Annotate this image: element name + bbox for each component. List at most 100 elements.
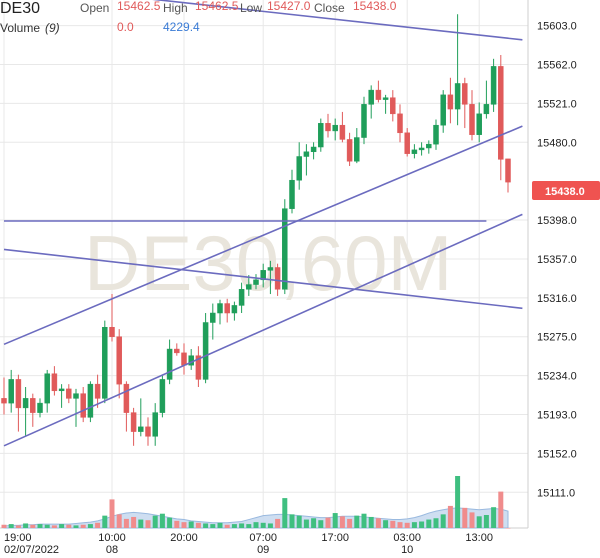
candle-body [152,412,158,437]
volume-bar [95,522,101,528]
candle-body [339,124,346,140]
price-tick-label[interactable]: 15193.0 [537,410,577,422]
candle-body [238,289,245,306]
candle-body [231,305,238,314]
candle-body [390,97,396,115]
time-tick-label[interactable]: 19:00 [4,532,32,544]
low-value: 15427.0 [267,0,311,13]
volume-bar [23,523,29,528]
volume-bar [404,522,410,528]
candle-body [22,398,29,409]
candle-body [375,89,382,100]
candle-body [440,94,446,126]
volume-bar [354,515,360,528]
volume-bar [375,518,381,528]
volume-label: Volume [0,21,40,35]
candle-body [202,322,209,380]
candle-body [30,398,36,413]
volume-bar [30,524,36,528]
price-tick-label[interactable]: 15398.0 [537,215,577,227]
price-tick-label[interactable]: 15316.0 [537,293,577,305]
volume-ma-area [3,507,509,529]
date-tick-label[interactable]: 08 [106,544,118,556]
candle-body [325,123,331,132]
volume-bar [195,522,201,528]
candle-body [166,348,173,380]
price-tick-label[interactable]: 15521.0 [537,98,577,110]
volume-bar [483,515,489,528]
candle-body [8,379,14,404]
candle-body [210,312,216,323]
price-tick-label[interactable]: 15111.0 [537,487,575,499]
high-value: 15462.5 [195,0,239,13]
price-tick-label[interactable]: 15480.0 [537,137,577,149]
volume-bar [73,525,79,528]
candle-body [382,97,389,100]
volume-bar [462,507,468,528]
time-tick-label[interactable]: 07:00 [249,532,277,544]
time-tick-label[interactable]: 03:00 [393,532,421,544]
time-tick-label[interactable]: 13:00 [465,532,493,544]
close-label: Close [314,1,345,15]
price-tick-label[interactable]: 15603.0 [537,21,577,33]
volume-bar [188,521,194,528]
candle-body [411,149,418,154]
date-tick-label[interactable]: 02/07/2022 [4,544,59,556]
volume-bar [145,520,151,528]
volume-bar [361,513,367,528]
volume-bar [8,524,14,528]
volume-bar [368,516,374,528]
candle-body [217,303,223,314]
volume-bar [87,524,93,528]
volume-bar [138,519,144,528]
volume-bar [476,516,482,528]
volume-bar [1,524,7,528]
volume-bar [390,520,396,528]
trendline[interactable] [3,248,523,310]
trendlines[interactable] [3,0,523,447]
candle-body [73,393,79,399]
time-tick-label[interactable]: 20:00 [170,532,198,544]
time-tick-label[interactable]: 17:00 [321,532,349,544]
open-label: Open [80,1,109,15]
volume-value: 0.0 [117,20,134,34]
candle-body [476,113,482,135]
open-value: 15462.5 [117,0,161,13]
volume-bar [440,514,446,528]
volume-bar [152,515,158,528]
trendline[interactable] [3,125,523,346]
trendline[interactable] [3,213,523,447]
volume-bar [59,524,65,528]
high-label: High [163,1,188,15]
volume-bar [174,520,180,528]
grid [0,0,529,529]
candle-body [159,379,166,413]
volume-bar [419,521,425,528]
price-tick-label[interactable]: 15562.0 [537,60,577,72]
date-tick-label[interactable]: 09 [257,544,269,556]
price-tick-label[interactable]: 15275.0 [537,332,577,344]
price-tick-label[interactable]: 15152.0 [537,448,577,460]
candle-body [346,139,353,162]
volume-bar [505,528,511,529]
low-label: Low [240,1,262,15]
volume-bar [275,518,281,528]
volume-bar [469,512,475,528]
time-tick-label[interactable]: 10:00 [98,532,126,544]
price-axis[interactable]: 15603.0 15562.0 15521.0 15480.0 15398.0 15357… [537,21,577,500]
candle-body [454,83,461,110]
candle-body [102,326,108,399]
trendline[interactable] [4,0,523,41]
date-tick-label[interactable]: 10 [401,544,413,556]
candle-body [418,147,425,151]
price-tick-label[interactable]: 15234.0 [537,371,577,383]
candle-body [404,132,410,154]
volume-bar [411,522,417,528]
volume-bar [44,524,50,528]
candle-body [37,402,43,413]
price-tick-label[interactable]: 15357.0 [537,254,577,266]
candle-body [15,379,22,409]
candle-body [109,326,115,337]
